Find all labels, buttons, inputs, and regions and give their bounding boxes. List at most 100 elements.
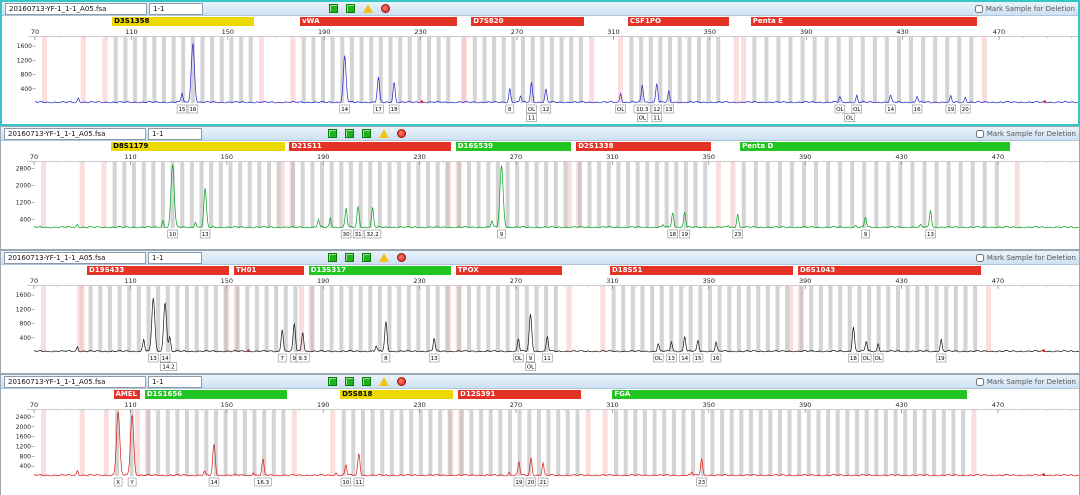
allele-label-box[interactable] xyxy=(848,353,859,363)
allele-label-box[interactable] xyxy=(525,362,536,371)
allele-label-box[interactable] xyxy=(526,104,537,114)
allele-label-box[interactable] xyxy=(208,477,220,487)
locus-bar-D5S818[interactable]: D5S818 xyxy=(340,390,454,399)
allele-label-box[interactable] xyxy=(935,353,947,363)
allele-label-box[interactable] xyxy=(861,229,870,239)
allele-label-box[interactable] xyxy=(732,229,743,239)
allele-label-box[interactable] xyxy=(679,229,690,239)
warning-icon[interactable] xyxy=(363,4,373,13)
allele-label-box[interactable] xyxy=(633,104,651,114)
mark-deletion-checkbox[interactable] xyxy=(975,253,984,262)
mark-deletion[interactable]: Mark Sample for Deletion xyxy=(974,4,1075,13)
chart-icon[interactable] xyxy=(329,4,338,13)
chart-icon[interactable] xyxy=(362,129,371,138)
locus-bar-D16S539[interactable]: D16S539 xyxy=(455,142,572,151)
locus-bar-CSF1PO[interactable]: CSF1PO xyxy=(627,17,730,26)
allele-label-box[interactable] xyxy=(113,477,123,487)
locus-bar-D2S1338[interactable]: D2S1338 xyxy=(576,142,712,151)
allele-label-box[interactable] xyxy=(615,104,626,114)
allele-label-box[interactable] xyxy=(381,353,391,363)
allele-label-box[interactable] xyxy=(637,113,648,122)
allele-label-box[interactable] xyxy=(187,104,199,114)
allele-label-box[interactable] xyxy=(651,104,662,114)
allele-label-box[interactable] xyxy=(339,104,350,114)
chart-icon[interactable] xyxy=(328,253,337,262)
allele-label-box[interactable] xyxy=(911,104,923,114)
chart-icon[interactable] xyxy=(328,377,337,386)
locus-bar-vWA[interactable]: vWA xyxy=(300,17,457,26)
locus-bar-D18S51[interactable]: D18S51 xyxy=(609,266,794,275)
locus-bar-D21S11[interactable]: D21S11 xyxy=(289,142,451,151)
allele-label-box[interactable] xyxy=(176,104,188,114)
stop-icon[interactable] xyxy=(397,253,406,262)
mark-deletion[interactable]: Mark Sample for Deletion xyxy=(975,377,1076,386)
allele-label-box[interactable] xyxy=(199,229,211,239)
allele-label-box[interactable] xyxy=(885,104,896,114)
stop-icon[interactable] xyxy=(397,129,406,138)
sample-panel[interactable]: 20160713-YF-1_1-1_A05.fsa 1-1 Mark Sampl… xyxy=(0,0,1080,126)
mark-deletion-checkbox[interactable] xyxy=(975,377,984,386)
allele-label-box[interactable] xyxy=(505,104,515,114)
allele-label-box[interactable] xyxy=(353,477,365,487)
chart-icon[interactable] xyxy=(345,377,354,386)
mark-deletion-checkbox[interactable] xyxy=(975,129,984,138)
allele-label-box[interactable] xyxy=(513,477,525,487)
locus-bar-Penta-E[interactable]: Penta E xyxy=(750,17,978,26)
allele-label-box[interactable] xyxy=(925,229,936,239)
allele-label-box[interactable] xyxy=(540,104,552,114)
locus-bar-D8S1179[interactable]: D8S1179 xyxy=(111,142,285,151)
allele-label-box[interactable] xyxy=(663,104,674,114)
sample-panel[interactable]: 20160713-YF-1_1-1_A05.fsa 1-1 Mark Sampl… xyxy=(0,126,1080,250)
chart-icon[interactable] xyxy=(345,253,354,262)
allele-label-box[interactable] xyxy=(651,113,662,122)
allele-label-box[interactable] xyxy=(945,104,956,114)
allele-label-box[interactable] xyxy=(352,229,364,239)
locus-bar-FGA[interactable]: FGA xyxy=(612,390,967,399)
allele-label-box[interactable] xyxy=(340,229,352,239)
allele-label-box[interactable] xyxy=(537,477,549,487)
chart-icon[interactable] xyxy=(362,377,371,386)
locus-bar-D19S433[interactable]: D19S433 xyxy=(87,266,230,275)
sample-panel[interactable]: 20160713-YF-1_1-1_A05.fsa 1-1 Mark Sampl… xyxy=(0,374,1080,495)
locus-bar-D6S1043[interactable]: D6S1043 xyxy=(797,266,982,275)
locus-bar-D3S1358[interactable]: D3S1358 xyxy=(112,17,255,26)
allele-label-box[interactable] xyxy=(340,477,352,487)
allele-label-box[interactable] xyxy=(667,229,678,239)
allele-label-box[interactable] xyxy=(159,353,171,363)
electropherogram-plot[interactable]: 70 110 150 190 230 270 310 350 390 430 470 2400 2000… xyxy=(1,400,1080,495)
chart-icon[interactable] xyxy=(328,129,337,138)
allele-label-box[interactable] xyxy=(844,113,855,122)
chart-icon[interactable] xyxy=(362,253,371,262)
allele-label-box[interactable] xyxy=(127,477,137,487)
locus-bar-D7S820[interactable]: D7S820 xyxy=(471,17,585,26)
locus-bar-TPOX[interactable]: TPOX xyxy=(455,266,562,275)
allele-label-box[interactable] xyxy=(692,353,704,363)
sample-panel[interactable]: 20160713-YF-1_1-1_A05.fsa 1-1 Mark Sampl… xyxy=(0,250,1080,374)
allele-label-box[interactable] xyxy=(513,353,524,363)
allele-label-box[interactable] xyxy=(388,104,400,114)
allele-label-box[interactable] xyxy=(526,353,535,363)
allele-label-box[interactable] xyxy=(710,353,722,363)
allele-label-box[interactable] xyxy=(653,353,664,363)
allele-label-box[interactable] xyxy=(542,353,553,363)
allele-label-box[interactable] xyxy=(960,104,971,114)
locus-bar-Penta-D[interactable]: Penta D xyxy=(740,142,1011,151)
allele-label-box[interactable] xyxy=(373,104,384,114)
mark-deletion[interactable]: Mark Sample for Deletion xyxy=(975,129,1076,138)
chart-icon[interactable] xyxy=(345,129,354,138)
stop-icon[interactable] xyxy=(397,377,406,386)
allele-label-box[interactable] xyxy=(525,477,537,487)
allele-label-box[interactable] xyxy=(364,229,382,239)
allele-label-box[interactable] xyxy=(277,353,287,363)
allele-label-box[interactable] xyxy=(873,353,884,363)
mark-deletion-checkbox[interactable] xyxy=(974,4,983,13)
allele-label-box[interactable] xyxy=(679,353,690,363)
locus-bar-D1S1656[interactable]: D1S1656 xyxy=(144,390,288,399)
electropherogram-plot[interactable]: 70 110 150 190 230 270 310 350 390 430 470 2800 2000… xyxy=(1,152,1080,249)
mark-deletion[interactable]: Mark Sample for Deletion xyxy=(975,253,1076,262)
electropherogram-plot[interactable]: 70 110 150 190 230 270 310 350 390 430 470 1600 1200… xyxy=(1,276,1080,373)
allele-label-box[interactable] xyxy=(167,229,178,239)
locus-bar-TH01[interactable]: TH01 xyxy=(234,266,304,275)
allele-label-box[interactable] xyxy=(497,229,506,239)
locus-bar-D13S317[interactable]: D13S317 xyxy=(308,266,451,275)
